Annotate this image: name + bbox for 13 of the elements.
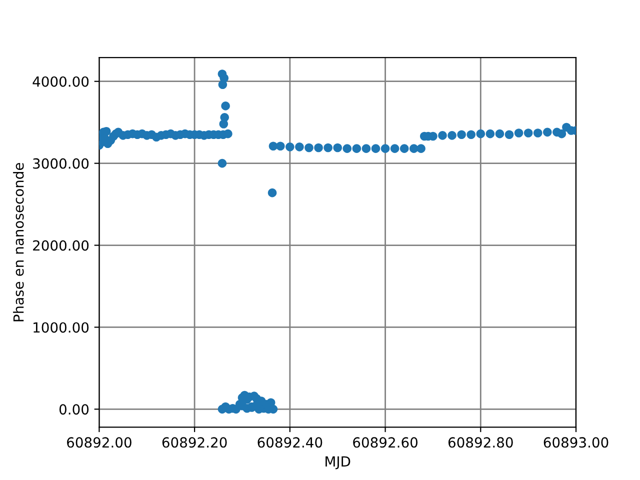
y-tick-label: 3000.00 <box>33 158 89 169</box>
y-tick-label: 1000.00 <box>34 322 89 333</box>
y-tick-label: 2000.00 <box>33 240 89 251</box>
y-axis-title: Phase en nanoseconde <box>13 162 24 322</box>
x-axis-title: MJD <box>326 456 350 470</box>
x-tick-label: 60892.20 <box>162 437 227 448</box>
y-tick-label: 4000.00 <box>32 76 89 87</box>
x-tick-label: 60892.80 <box>448 437 513 448</box>
y-tick-label: 0.00 <box>59 404 89 415</box>
x-tick-label: 60893.00 <box>544 437 608 448</box>
x-tick-label: 60892.40 <box>258 437 322 448</box>
x-tick-label: 60892.60 <box>353 437 418 448</box>
x-tick-label: 60892.00 <box>67 437 132 448</box>
